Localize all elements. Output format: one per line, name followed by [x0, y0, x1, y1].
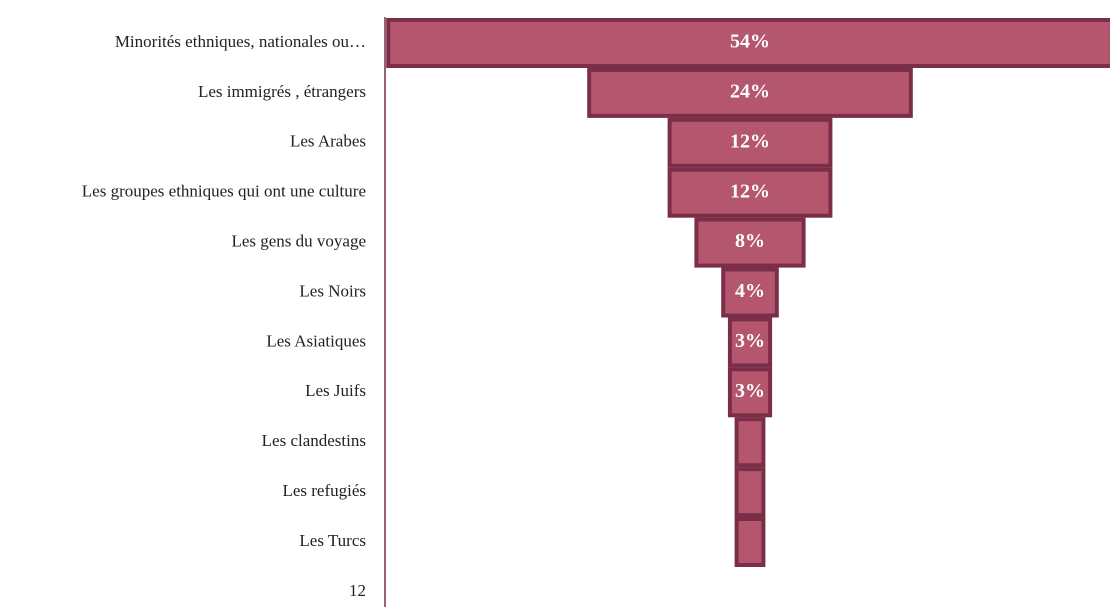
funnel-bar	[734, 467, 766, 518]
category-label: Minorités ethniques, nationales ou…	[115, 32, 366, 51]
value-label: 4%	[735, 280, 765, 302]
funnel-bar	[694, 217, 806, 268]
funnel-bar	[734, 517, 766, 567]
category-label: Les groupes ethniques qui ont une cultur…	[82, 182, 366, 201]
funnel-bar	[721, 267, 779, 318]
funnel-bar	[587, 67, 913, 118]
value-label: 3%	[735, 380, 765, 402]
category-label: Les immigrés , étrangers	[198, 82, 366, 101]
category-label: Les Juifs	[305, 381, 366, 400]
value-label: 24%	[730, 80, 770, 102]
category-label: Les Arabes	[290, 132, 366, 151]
category-label: Les clandestins	[262, 431, 366, 450]
funnel-bar	[734, 417, 766, 468]
funnel-bar	[386, 18, 1110, 68]
value-label: 12%	[730, 180, 770, 202]
category-label: 12	[349, 581, 366, 600]
value-label: 54%	[730, 31, 770, 53]
category-label: Les gens du voyage	[231, 232, 366, 251]
category-label: Les Noirs	[299, 281, 366, 300]
value-label: 8%	[735, 230, 765, 252]
funnel-bar	[727, 367, 773, 418]
funnel-bar	[727, 317, 773, 368]
value-label: 12%	[730, 130, 770, 152]
category-label: Les Asiatiques	[266, 331, 366, 350]
category-label: Les Turcs	[299, 531, 366, 550]
funnel-bar	[667, 167, 833, 218]
funnel-bar	[667, 117, 833, 168]
value-label: 3%	[735, 330, 765, 352]
category-label: Les refugiés	[282, 481, 366, 500]
